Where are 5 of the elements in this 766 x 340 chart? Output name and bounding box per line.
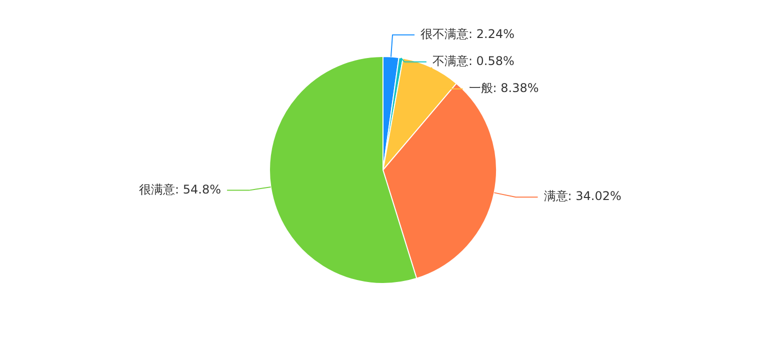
- slice-label: 满意: 34.02%: [544, 189, 622, 204]
- slice-label: 很满意: 54.8%: [139, 182, 222, 196]
- slice-label: 一般: 8.38%: [468, 80, 539, 95]
- slice-label: 很不满意: 2.24%: [420, 26, 515, 41]
- slice-label: 不满意: 0.58%: [432, 54, 514, 68]
